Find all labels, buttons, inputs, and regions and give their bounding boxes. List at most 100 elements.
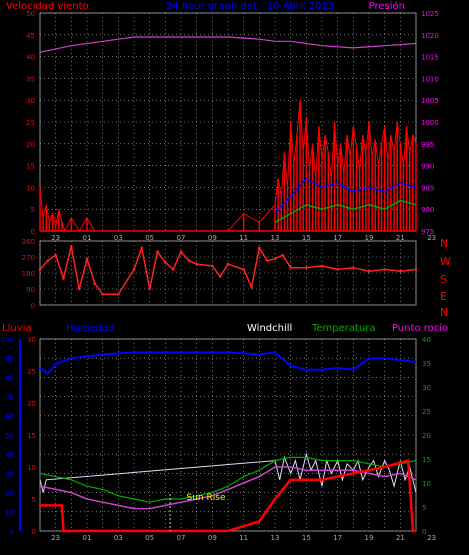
- y-tick-label-right: 30: [422, 384, 431, 392]
- direction-point: [211, 264, 214, 268]
- direction-point: [54, 253, 57, 257]
- series-temperature: [39, 456, 417, 503]
- y-tick-label-pressure: 990: [421, 163, 434, 171]
- y-tick-label-humidity: 70: [5, 394, 14, 402]
- x-tick-label-wind: 19: [365, 234, 374, 242]
- direction-point: [171, 268, 175, 271]
- direction-point: [218, 275, 222, 278]
- y-tick-label-right: 20: [422, 432, 431, 440]
- y-tick-label-humidity: 0: [10, 528, 14, 536]
- x-tick-label-temp: 09: [208, 534, 217, 542]
- direction-point: [132, 268, 136, 271]
- series-pressure: [39, 36, 417, 53]
- direction-point: [85, 257, 89, 261]
- direction-point: [140, 246, 144, 250]
- direction-point: [250, 285, 253, 289]
- humidity-label: Humedad: [66, 323, 115, 334]
- x-tick-label-temp: 17: [333, 534, 342, 542]
- y-tick-label-pressure: 995: [421, 141, 434, 149]
- series-humidity: [39, 351, 417, 375]
- direction-point: [352, 266, 355, 269]
- y-tick-label-direction: 0: [31, 302, 35, 310]
- x-tick-label-wind: 17: [333, 234, 342, 242]
- y-tick-label-pressure: 1020: [421, 32, 439, 40]
- dew-point-label: Punto rocío: [392, 322, 448, 334]
- y-tick-label-wind: 10: [26, 184, 35, 192]
- x-tick-label-wind: 01: [83, 234, 92, 242]
- direction-point: [156, 250, 159, 253]
- series-layer: [38, 36, 418, 533]
- y-tick-label-temp: 25: [27, 368, 36, 376]
- sun-rise-label: Sun Rise: [187, 493, 226, 503]
- y-tick-label-direction: 270: [22, 254, 35, 262]
- y-tick-label-right: 35: [422, 360, 431, 368]
- compass-n-bottom: N: [440, 306, 448, 319]
- rain-label: Lluvia: [2, 323, 32, 334]
- x-tick-label-wind: 03: [114, 234, 123, 242]
- y-tick-label-wind: 0: [31, 228, 35, 236]
- y-tick-label-humidity: 40: [5, 451, 14, 459]
- direction-point: [187, 259, 191, 262]
- y-tick-label-pressure: 980: [421, 206, 434, 214]
- y-tick-label-wind: 45: [26, 32, 35, 40]
- x-tick-label-wind: 15: [302, 234, 311, 242]
- x-tick-label-wind: 13: [271, 234, 280, 242]
- direction-point: [367, 269, 371, 273]
- y-tick-label-temp: 15: [27, 432, 36, 440]
- x-tick-label-wind: 05: [145, 234, 154, 242]
- series-dew-point: [39, 466, 417, 510]
- y-tick-label-wind: 5: [31, 206, 35, 214]
- y-tick-label-temp: 10: [27, 464, 36, 472]
- direction-point: [305, 266, 308, 269]
- direction-point: [281, 253, 285, 257]
- compass-s: S: [440, 273, 447, 286]
- x-tick-label-wind: 07: [177, 234, 186, 242]
- x-tick-label-temp: 23: [427, 534, 436, 542]
- y-tick-label-temp: 0: [32, 528, 36, 536]
- x-tick-label-temp: 07: [177, 534, 186, 542]
- y-tick-label-pressure: 1025: [421, 10, 439, 18]
- y-tick-label-humidity: 20: [5, 490, 14, 498]
- direction-point: [101, 293, 104, 296]
- y-tick-label-right: 25: [422, 408, 431, 416]
- compass-n-top: N: [440, 237, 448, 250]
- y-tick-label-humidity: 80: [5, 374, 14, 382]
- series-wind-average: [274, 177, 417, 215]
- y-tick-label-temp: 20: [27, 400, 36, 408]
- direction-point: [399, 269, 402, 273]
- x-tick-label-temp: 13: [271, 534, 280, 542]
- y-tick-label-direction: 90: [26, 286, 35, 294]
- direction-point: [383, 268, 386, 271]
- y-tick-label-humidity: 90: [5, 355, 14, 363]
- x-tick-label-temp: 01: [83, 534, 92, 542]
- wind-speed-label: Velocidad viento: [6, 1, 89, 12]
- y-tick-label-temp: 30: [27, 336, 36, 344]
- direction-point: [164, 261, 167, 264]
- compass-w: W: [440, 255, 451, 268]
- direction-point: [336, 268, 339, 271]
- direction-point: [62, 277, 65, 280]
- direction-point: [273, 257, 277, 261]
- direction-point: [265, 259, 269, 262]
- y-tick-label-wind: 35: [26, 75, 35, 83]
- y-tick-label-temp: 5: [32, 496, 36, 504]
- direction-point: [93, 282, 97, 285]
- y-tick-label-wind: 20: [26, 141, 35, 149]
- y-tick-label-right: 10: [422, 480, 431, 488]
- y-tick-label-humidity: 30: [5, 470, 14, 478]
- direction-point: [320, 264, 324, 268]
- y-tick-label-pressure: 1010: [421, 75, 439, 83]
- direction-point: [414, 268, 418, 271]
- x-tick-label-wind: 11: [239, 234, 248, 242]
- y-tick-label-right: 40: [422, 336, 431, 344]
- x-tick-label-wind: 23: [427, 234, 436, 242]
- temperature-label: Temperatura: [311, 323, 376, 334]
- direction-point: [38, 268, 42, 271]
- x-tick-label-temp: 03: [114, 534, 123, 542]
- y-tick-label-wind: 30: [26, 97, 35, 105]
- direction-point: [70, 245, 73, 248]
- direction-point: [179, 250, 183, 253]
- y-tick-label-direction: 360: [22, 238, 35, 246]
